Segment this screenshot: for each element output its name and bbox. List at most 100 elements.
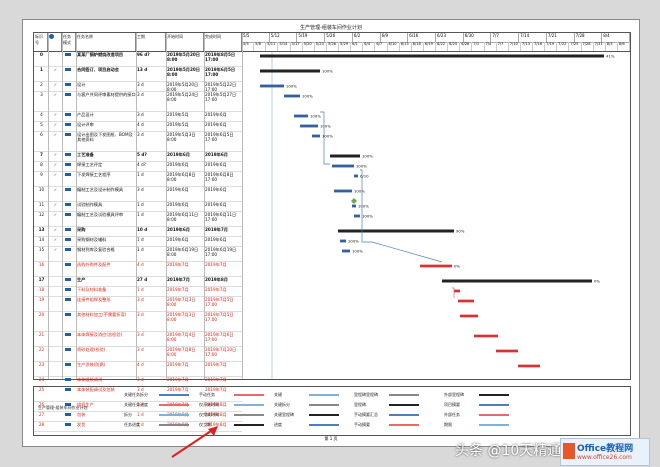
task-row[interactable]: 8 焊接工艺评定 4 d? 2019年6月 2019年6月 ✓: [34, 162, 242, 172]
complete-check-icon: ✓: [53, 112, 58, 117]
auto-schedule-icon: [62, 332, 76, 346]
task-finish: 2019年6月11日 17:00: [205, 212, 237, 222]
bar-label: 100%: [348, 239, 359, 244]
auto-schedule-icon: [62, 237, 76, 246]
timescale-major-cell: 5/12: [270, 33, 298, 42]
summary-bar: [260, 54, 604, 58]
task-row[interactable]: 19 连接件组焊及整形 3 d 2019年7月3日 8:00 2019年7月5日 17:…: [34, 297, 242, 312]
auto-schedule-icon: [62, 312, 76, 331]
task-row[interactable]: 6 设计出图及下发图纸、BOM及其他资料 3 d 2019年5月3日 8:00 2019…: [34, 132, 242, 152]
task-name: 选购外购件及配件: [77, 262, 111, 267]
task-row[interactable]: 5 设计评审 4 d 2019年5月 2019年6月 ✓: [34, 122, 242, 132]
task-mode-icon: [65, 263, 71, 266]
timescale-major-cell: 8/4: [602, 33, 630, 42]
auto-schedule-icon: [62, 202, 76, 211]
col-info-header: [48, 33, 62, 51]
task-row[interactable]: 12 编制工艺及试验模具评审 1 d 2019年6月11日 8:00 2019年6月11…: [34, 212, 242, 227]
task-duration: 1 d: [137, 287, 144, 292]
task-row[interactable]: 18 下料及材料准备 1 d 2019年7月 2019年7月: [34, 287, 242, 297]
task-row[interactable]: 14 采购钢材及辅料 1 d 2019年6月 2019年6月 ✓: [34, 237, 242, 247]
task-progress: [342, 250, 350, 252]
task-duration: 1 d: [137, 422, 144, 427]
legend-swatch: [389, 424, 419, 426]
task-mode-icon: [65, 93, 71, 96]
task-finish: 2019年6月: [205, 112, 227, 117]
task-duration: 4 d: [137, 122, 144, 127]
task-row[interactable]: 23 生产涂装(防腐) 4 d 2019年7月 2019年7月: [34, 362, 242, 377]
task-mode-icon: [65, 333, 71, 336]
gantt-chart: 41% 100% 100% 100% 100% 100% 100% 100% 100% 6/10 1…: [260, 52, 615, 379]
auto-schedule-icon: [62, 212, 76, 226]
legend: 生产管理-组装车间作业计划 关键任务拆分 手动任务 关键 里程碑里程碑 外部里程碑 关键任…: [33, 386, 631, 436]
bar-label: 100%: [358, 204, 369, 209]
bar-label: 6/10: [360, 174, 369, 179]
task-row[interactable]: 22 喷砂处理(检验) 3 d 2019年7月8日 8:00 2019年7月10日 17…: [34, 347, 242, 362]
auto-schedule-icon: [62, 247, 76, 261]
task-duration: 3 d: [137, 132, 144, 137]
task-row[interactable]: 1 合同签订、项目启动会 13 d 2019年5月20日 8:00 2019年6月5日 …: [34, 67, 242, 82]
task-row[interactable]: 20 其他材料加工(不需要折弯) 3 d 2019年7月3日 8:00 2019年7月5…: [34, 312, 242, 332]
task-row[interactable]: 13 采购 10 d 2019年6月 2019年7月 ✓: [34, 227, 242, 237]
arrow-annotation: [171, 426, 218, 458]
auto-schedule-icon: [62, 422, 76, 431]
task-name: 焊接工艺评定: [77, 162, 103, 167]
legend-label: 手动摘要汇总: [354, 412, 378, 417]
col-duration-header: 工期: [136, 33, 166, 51]
task-row[interactable]: 0 某某厂锅炉燃烧改造项目 96 d? 2019年5月20日 8:00 2019年8月5…: [34, 52, 242, 67]
task-row[interactable]: 9 下发焊接工艺程序 1 d 2019年6月8日 8:00 2019年6月8日 17:0…: [34, 172, 242, 187]
legend-swatch: [309, 414, 339, 416]
task-row[interactable]: 4 产品设计 3 d 2019年5月 2019年6月 ✓: [34, 112, 242, 122]
legend-label: 期限: [444, 422, 452, 427]
task-start: 2019年6月: [167, 237, 189, 242]
task-name: 编制工艺及试验模具评审: [77, 212, 124, 217]
bar-label: 100%: [322, 69, 333, 74]
task-progress: [294, 115, 308, 117]
task-row[interactable]: 16 选购外购件及配件 4 d 2019年7月 2019年7月: [34, 262, 242, 277]
task-duration: 3 d: [137, 312, 144, 317]
print-preview-page: 生产管理-组装车间作业计划 标识号 任务模式 任务名称 工期 开始时间 完成时间…: [22, 19, 640, 447]
legend-swatch: [389, 414, 419, 416]
auto-schedule-icon: [62, 262, 76, 276]
auto-schedule-icon: [62, 297, 76, 311]
task-row[interactable]: 21 本体焊接及消应(含检验) 3 d 2019年7月4日 8:00 2019年7月6日…: [34, 332, 242, 347]
timescale-minor-cell: 5/5: [242, 42, 255, 51]
timescale-minor-cell: 6/13: [400, 42, 412, 51]
legend-label: 外部里程碑: [444, 392, 464, 397]
task-row[interactable]: 2 设计 3 d 2019年5月20日 8:00 2019年5月22日 17:00 ✓: [34, 82, 242, 92]
task-finish: 2019年7月: [205, 287, 227, 292]
task-progress: [460, 315, 478, 317]
bar-label: 0%: [594, 279, 600, 284]
task-id: 0: [40, 52, 43, 57]
task-start: 2019年7月: [167, 387, 189, 392]
task-mode-icon: [65, 123, 71, 126]
task-id: 27: [38, 412, 45, 417]
task-mode-icon: [65, 163, 71, 166]
task-duration: 5 d?: [137, 152, 147, 157]
task-row[interactable]: 17 生产 27 d 2019年7月 2019年8月: [34, 277, 242, 287]
task-duration: 4 d: [137, 362, 144, 367]
task-row[interactable]: 25 本体装配调试及包装 3 d 2019年7月 2019年7月: [34, 387, 242, 402]
task-finish: 2019年6月8日 17:00: [205, 172, 234, 182]
task-name: 采购: [77, 227, 86, 232]
task-progress: [474, 335, 498, 337]
dependency-link: [320, 111, 330, 165]
task-row[interactable]: 3 与客户共同评审素材提供的接口 3 d 2019年5月24日 8:00 2019年5月…: [34, 92, 242, 112]
task-finish: 2019年8月5日 17:00: [205, 52, 236, 62]
legend-swatch: [309, 404, 339, 406]
task-row[interactable]: 11 试验制作模具 1 d 2019年6月 2019年6月 ✓: [34, 202, 242, 212]
task-name: 发货: [77, 422, 86, 427]
task-row[interactable]: 15 钢材到库及复验合格 1 d 2019年6月19日 8:00 2019年6月19日 …: [34, 247, 242, 262]
task-id: 25: [38, 387, 45, 392]
task-row[interactable]: 10 编制工艺及设计制作模具 3 d 2019年6月 2019年6月 ✓: [34, 187, 242, 202]
task-id: 4: [40, 112, 43, 117]
auto-schedule-icon: [62, 362, 76, 376]
task-row[interactable]: 7 工艺准备 5 d? 2019年6月 2019年6月 ✓: [34, 152, 242, 162]
milestone-marker: [351, 198, 357, 204]
legend-swatch: [159, 424, 189, 426]
bar-label: 41%: [606, 54, 615, 59]
auto-schedule-icon: [62, 412, 76, 421]
task-duration: 27 d: [137, 277, 148, 282]
auto-schedule-icon: [62, 112, 76, 121]
complete-check-icon: ✓: [53, 162, 58, 167]
legend-swatch: [159, 394, 189, 396]
